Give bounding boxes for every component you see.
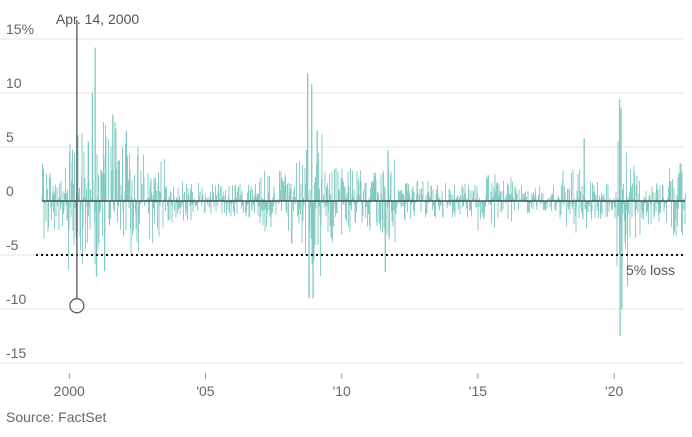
y-tick-label: -10 xyxy=(6,291,26,307)
y-tick-label: 5 xyxy=(6,129,14,145)
loss-threshold-label: 5% loss xyxy=(626,262,675,278)
y-tick-label: 15% xyxy=(6,21,34,37)
x-axis: 2000 '05 '10 '15 '20 xyxy=(54,373,623,399)
gridlines xyxy=(0,38,685,364)
x-tick-label: '20 xyxy=(605,383,623,399)
event-marker-circle xyxy=(69,298,85,314)
x-tick-label: '15 xyxy=(469,383,487,399)
source-note: Source: FactSet xyxy=(6,409,107,425)
event-date-label: Apr. 14, 2000 xyxy=(56,11,140,27)
y-axis: 15% 10 5 0 -5 -10 -15 xyxy=(6,21,34,361)
y-tick-label: -5 xyxy=(6,237,19,253)
x-tick-label: 2000 xyxy=(54,383,85,399)
y-tick-label: 0 xyxy=(6,183,14,199)
y-tick-label: -15 xyxy=(6,345,26,361)
x-tick-label: '05 xyxy=(196,383,214,399)
y-tick-label: 10 xyxy=(6,75,22,91)
return-bars xyxy=(41,47,686,336)
x-tick-label: '10 xyxy=(333,383,351,399)
